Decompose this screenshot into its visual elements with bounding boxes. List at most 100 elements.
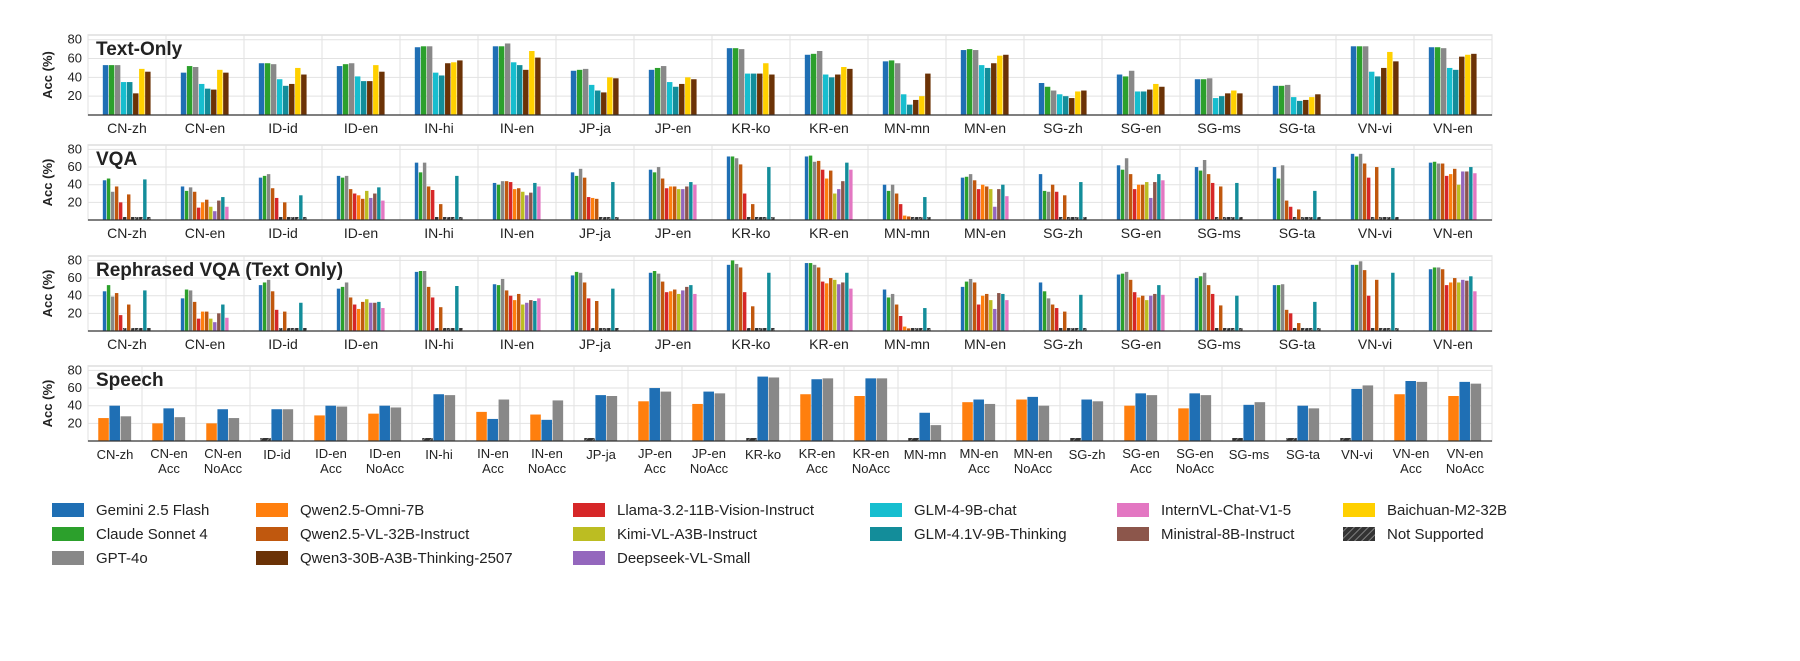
bar (496, 285, 501, 331)
x-tick-label: KR-ko (745, 447, 781, 462)
bar (1448, 174, 1453, 220)
bar (960, 286, 965, 331)
x-tick-label: Acc (806, 461, 828, 476)
bar (271, 409, 282, 441)
bar (726, 264, 731, 331)
bar (681, 290, 685, 331)
panel-3: 20 40 60 80 CN-zh CN-en ID-id ID-en IN-hi IN-en JP… (40, 252, 1493, 352)
bar (1428, 269, 1433, 331)
bar (820, 169, 825, 220)
bar (685, 186, 689, 220)
bar (1391, 272, 1395, 331)
bar (972, 282, 977, 331)
bar (139, 68, 145, 115)
bar-not-supported (1223, 217, 1227, 220)
bar-not-supported (147, 328, 151, 331)
x-tick-label: CN-en (185, 336, 225, 352)
bar (570, 70, 577, 115)
bar (835, 74, 841, 115)
bar (1122, 76, 1129, 115)
x-tick-label: ID-id (268, 336, 298, 352)
bar (373, 302, 377, 331)
bar-not-supported (1305, 217, 1309, 220)
bar (1038, 282, 1043, 331)
x-tick-label: SG-ta (1279, 120, 1316, 136)
bar (1128, 279, 1133, 331)
bar (180, 186, 185, 220)
bar (1141, 184, 1145, 220)
bar (1225, 93, 1231, 115)
bar (824, 178, 829, 220)
bar (1069, 98, 1075, 115)
bar (1457, 282, 1461, 331)
legend-swatch (573, 503, 605, 517)
bar (517, 293, 521, 331)
bar (1042, 291, 1047, 331)
bar (133, 93, 139, 115)
bar-not-supported (459, 328, 463, 331)
bar (205, 88, 211, 115)
bar (361, 81, 367, 115)
y-tick-label: 40 (68, 177, 82, 192)
bar (340, 286, 345, 331)
bar (1473, 173, 1477, 220)
bar (1016, 399, 1027, 441)
x-tick-label: MN-mn (884, 225, 930, 241)
bar (1135, 393, 1146, 441)
x-tick-label: CN-en (204, 446, 242, 461)
x-tick-label: KR-en (809, 225, 849, 241)
bar (800, 394, 811, 441)
bar (114, 186, 119, 220)
y-tick-label: 80 (68, 32, 82, 47)
bar (102, 291, 107, 331)
legend-swatch (1117, 527, 1149, 541)
bar (492, 182, 497, 220)
y-tick-label: 20 (68, 415, 82, 430)
x-tick-label: NoAcc (1446, 461, 1485, 476)
bar (886, 297, 891, 331)
bar (656, 273, 661, 331)
bar (894, 193, 899, 220)
bar (430, 190, 435, 220)
bar-not-supported (1317, 217, 1321, 220)
bar (223, 72, 229, 115)
x-tick-label: SG-ms (1229, 447, 1270, 462)
legend-swatch (1343, 527, 1375, 541)
y-tick-label: 40 (68, 398, 82, 413)
bar-not-supported (287, 217, 291, 220)
legend-item: Kimi-VL-A3B-Instruct (573, 526, 758, 543)
bar (1358, 261, 1363, 331)
bar (738, 49, 745, 115)
bar (365, 299, 369, 331)
bar (898, 204, 903, 220)
bar-not-supported (1223, 328, 1227, 331)
bar (876, 378, 888, 441)
x-tick-label: ID-en (344, 225, 378, 241)
legend-swatch (52, 503, 84, 517)
bar (812, 161, 817, 220)
bar-not-supported (1301, 217, 1305, 220)
bar-not-supported (927, 217, 931, 220)
bar (426, 46, 433, 116)
bar (217, 313, 221, 331)
bar-not-supported (1058, 328, 1063, 331)
bar (1038, 83, 1045, 115)
x-tick-label: IN-en (477, 446, 509, 461)
x-tick-label: SG-ms (1197, 225, 1241, 241)
bar (607, 77, 613, 115)
bar (1161, 180, 1165, 220)
bar (902, 326, 907, 331)
bar-not-supported (1067, 217, 1071, 220)
bar (991, 63, 997, 115)
bar (578, 272, 583, 331)
bar (1469, 167, 1473, 220)
bar (923, 308, 927, 331)
bar (444, 395, 456, 441)
bar-not-supported (908, 438, 919, 441)
bar (824, 283, 829, 331)
bar (163, 408, 174, 441)
bar (1290, 97, 1297, 115)
bar (1393, 61, 1399, 115)
bar (439, 75, 445, 115)
legend-label: Claude Sonnet 4 (96, 526, 208, 543)
